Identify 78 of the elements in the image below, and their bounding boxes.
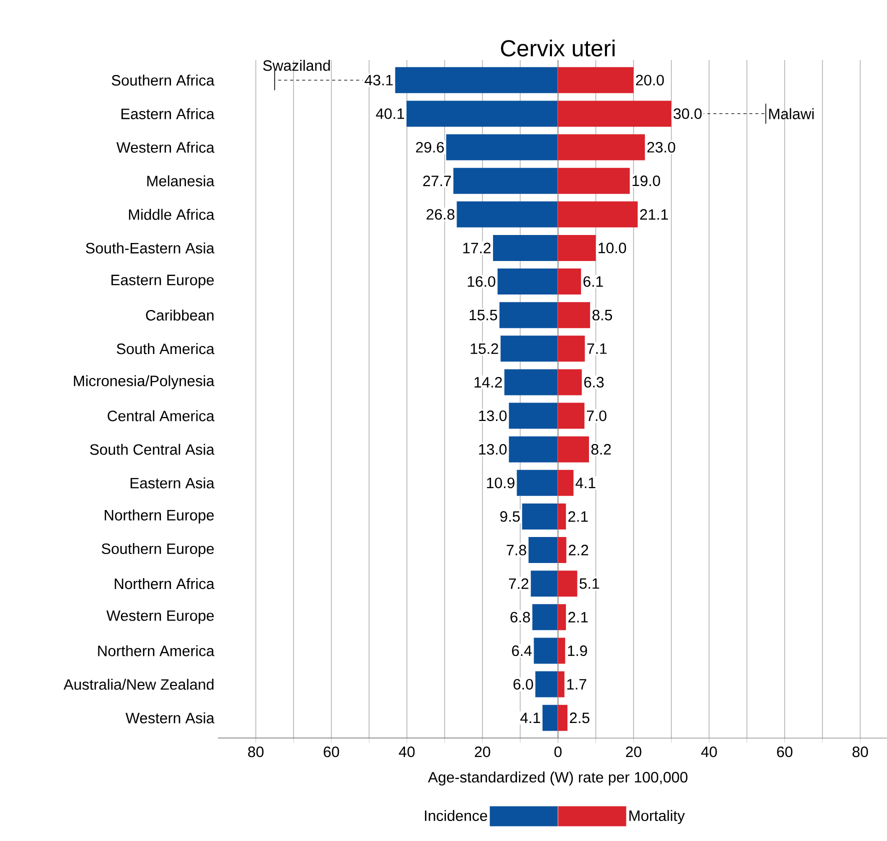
bar [558,671,564,698]
data-label: 2.2 [568,544,588,556]
data-label: 43.1 [364,74,393,86]
data-label: 20.0 [636,74,664,86]
y-tick-label: Eastern Africa [121,108,214,120]
data-label: 6.8 [510,612,530,622]
data-label: 6.3 [584,376,604,388]
x-tick-label: 20 [626,746,642,758]
y-tick-label: South Central Asia [90,444,214,455]
data-label: 9.5 [500,511,520,522]
y-tick-label: Southern Europe [102,543,214,558]
data-label: 13.0 [479,410,507,422]
y-tick-label: Caribbean [146,310,214,321]
data-label: 30.0 [674,108,702,120]
data-label: 10.9 [487,478,514,488]
y-tick-label: South America [116,343,214,354]
y-tick-label: Northern Africa [114,578,214,590]
data-label: 14.2 [474,376,502,388]
data-label: 7.2 [509,578,528,589]
y-tick-label: Australia/New Zealand [64,678,214,690]
data-label: 17.2 [463,242,491,254]
x-tick-label: 40 [701,746,717,758]
legend-label: Mortality [629,810,685,824]
y-tick-label: Western Europe [106,610,214,624]
data-label: 27.7 [423,176,451,186]
data-label: 7.8 [506,544,526,556]
data-label: 4.1 [520,712,540,724]
data-label: 8.5 [592,310,612,320]
annotation: Malawi [769,108,814,120]
x-tick-label: 20 [474,746,490,758]
y-tick-label: Eastern Asia [130,477,214,488]
x-axis-title: Age-standardized (W) rate per 100,000 [428,772,688,786]
data-label: 13.0 [479,444,507,455]
data-label: 6.1 [584,276,603,287]
y-tick-label: Western Africa [116,142,214,153]
y-tick-label: Northern Europe [104,509,214,524]
x-tick-label: 80 [852,746,868,758]
bar [558,537,566,564]
y-tick-label: Western Asia [126,712,214,724]
data-label: 19.0 [632,176,660,186]
legend-label: Incidence [424,810,488,822]
y-tick-label: Middle Africa [128,208,214,220]
x-tick-label: 60 [324,746,340,758]
data-label: 26.8 [426,209,454,220]
data-label: 15.5 [470,310,498,320]
data-label: 21.1 [640,209,668,220]
y-tick-label: Micronesia/Polynesia [74,375,214,390]
data-label: 2.5 [570,712,590,724]
data-label: 1.7 [567,679,586,690]
bar [558,503,566,530]
data-label: 2.1 [568,511,588,522]
data-label: 7.1 [587,343,607,354]
x-tick-label: 40 [398,746,415,758]
y-tick-label: Central America [108,410,214,422]
y-tick-label: Southern Africa [112,74,214,86]
y-tick-label: South-Eastern Asia [86,242,214,254]
data-label: 10.0 [598,242,626,254]
data-label: 16.0 [468,276,496,287]
x-tick-label: 80 [248,746,264,758]
data-label: 4.1 [576,478,596,488]
y-tick-label: Eastern Europe [111,274,214,288]
chart-title: Cervix uteri [501,40,615,56]
x-tick-label: 60 [777,746,792,758]
annotation: Swaziland [263,60,330,71]
data-label: 6.4 [512,645,532,656]
data-label: 15.2 [470,343,498,354]
data-label: 2.1 [568,612,588,622]
data-label: 5.1 [580,578,600,589]
data-label: 23.0 [647,142,676,153]
data-label: 40.1 [376,108,404,120]
data-label: 8.2 [591,444,611,455]
data-label: 7.0 [586,410,606,422]
y-tick-label: Northern America [98,645,214,656]
data-label: 1.9 [568,645,588,656]
data-label: 6.0 [514,678,534,690]
data-label: 29.6 [416,142,444,153]
x-tick-label: 0 [554,746,562,758]
y-tick-label: Melanesia [147,175,214,186]
